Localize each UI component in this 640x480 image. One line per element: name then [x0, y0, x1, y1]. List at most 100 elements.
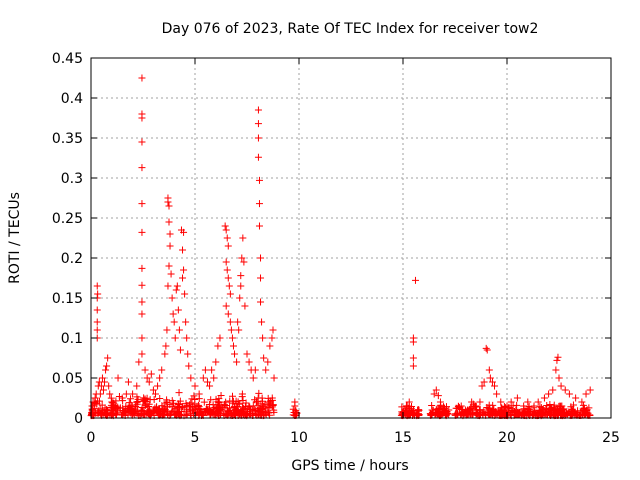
- data-point-marker: [138, 310, 146, 318]
- data-point-marker: [171, 334, 179, 342]
- data-point-marker: [170, 318, 178, 326]
- data-point-marker: [199, 374, 207, 382]
- data-point-marker: [124, 378, 132, 386]
- data-point-marker: [261, 408, 269, 416]
- data-point-marker: [461, 406, 469, 414]
- y-tick-label: 0.35: [52, 131, 83, 147]
- data-point-marker: [96, 405, 104, 413]
- data-point-marker: [133, 382, 141, 390]
- data-point-marker: [480, 378, 488, 386]
- data-point-marker: [472, 402, 480, 410]
- data-point-marker: [255, 200, 263, 208]
- data-point-marker: [486, 405, 494, 413]
- data-point-marker: [150, 396, 158, 404]
- data-point-marker: [187, 374, 195, 382]
- data-point-marker: [258, 394, 266, 402]
- data-point-marker: [165, 218, 173, 226]
- data-point-marker: [255, 222, 263, 230]
- data-point-marker: [235, 326, 243, 334]
- data-point-marker: [254, 106, 262, 114]
- data-point-marker: [185, 406, 193, 414]
- data-point-marker: [156, 374, 164, 382]
- data-point-marker: [224, 274, 232, 282]
- data-points: [87, 74, 594, 420]
- x-tick-label: 10: [290, 430, 308, 446]
- data-point-marker: [190, 404, 198, 412]
- data-point-marker: [158, 402, 166, 410]
- data-point-marker: [125, 402, 133, 410]
- data-point-marker: [224, 242, 232, 250]
- data-point-marker: [176, 346, 184, 354]
- data-point-marker: [186, 410, 194, 418]
- data-point-marker: [457, 402, 465, 410]
- data-point-marker: [167, 270, 175, 278]
- data-point-marker: [216, 334, 224, 342]
- data-point-marker: [151, 390, 159, 398]
- data-point-marker: [226, 318, 234, 326]
- data-point-marker: [175, 403, 183, 411]
- data-point-marker: [535, 408, 543, 416]
- data-point-marker: [164, 282, 172, 290]
- data-point-marker: [409, 354, 417, 362]
- data-point-marker: [246, 410, 254, 418]
- data-point-marker: [119, 411, 127, 419]
- y-axis-label: ROTI / TECUs: [7, 192, 23, 284]
- data-point-marker: [180, 228, 188, 236]
- data-point-marker: [546, 401, 554, 409]
- data-point-marker: [163, 326, 171, 334]
- data-point-marker: [131, 411, 139, 419]
- data-point-marker: [520, 402, 528, 410]
- data-point-marker: [139, 407, 147, 415]
- data-point-marker: [118, 394, 126, 402]
- y-tick-label: 0.05: [52, 371, 83, 387]
- data-point-marker: [138, 406, 146, 414]
- data-point-marker: [140, 394, 148, 402]
- data-point-marker: [222, 401, 230, 409]
- data-point-marker: [524, 398, 532, 406]
- x-tick-label: 20: [498, 430, 516, 446]
- data-point-marker: [530, 402, 538, 410]
- data-point-marker: [163, 396, 171, 404]
- y-tick-label: 0.2: [61, 251, 83, 267]
- data-point-marker: [557, 402, 565, 410]
- data-point-marker: [261, 402, 269, 410]
- y-tick-label: 0.15: [52, 291, 83, 307]
- data-point-marker: [173, 282, 181, 290]
- data-point-marker: [138, 164, 146, 172]
- data-point-marker: [405, 398, 413, 406]
- data-point-marker: [138, 114, 146, 122]
- data-point-marker: [229, 397, 237, 405]
- y-tick-label: 0: [74, 411, 83, 427]
- data-point-marker: [214, 398, 222, 406]
- data-point-marker: [138, 200, 146, 208]
- data-point-marker: [103, 362, 111, 370]
- data-point-marker: [240, 258, 248, 266]
- data-point-marker: [255, 389, 263, 397]
- data-point-marker: [141, 366, 149, 374]
- x-tick-label: 25: [602, 430, 620, 446]
- data-point-marker: [93, 306, 101, 314]
- data-point-marker: [430, 390, 438, 398]
- data-point-marker: [145, 378, 153, 386]
- data-point-marker: [106, 390, 114, 398]
- data-point-marker: [268, 334, 276, 342]
- data-point-marker: [264, 358, 272, 366]
- x-tick-label: 15: [394, 430, 412, 446]
- data-point-marker: [401, 406, 409, 414]
- data-point-marker: [183, 334, 191, 342]
- data-point-marker: [528, 411, 536, 419]
- data-point-marker: [476, 398, 484, 406]
- data-point-marker: [428, 406, 436, 414]
- data-point-marker: [169, 408, 177, 416]
- x-tick-label: 0: [87, 430, 96, 446]
- data-point-marker: [188, 402, 196, 410]
- data-point-marker: [231, 350, 239, 358]
- data-point-marker: [407, 404, 415, 412]
- data-point-marker: [435, 405, 443, 413]
- data-point-marker: [97, 382, 105, 390]
- data-point-marker: [586, 386, 594, 394]
- data-point-marker: [513, 394, 521, 402]
- data-point-marker: [138, 138, 146, 146]
- data-point-marker: [90, 404, 98, 412]
